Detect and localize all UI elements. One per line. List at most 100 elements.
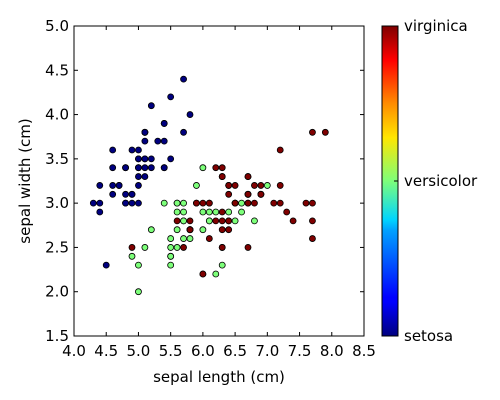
data-point (135, 182, 142, 189)
data-point (109, 164, 117, 172)
data-point (141, 137, 149, 145)
data-point (135, 288, 142, 296)
x-tick-label: 6.0 (191, 342, 215, 360)
data-point (167, 244, 175, 251)
data-point (212, 208, 220, 216)
data-point (276, 199, 284, 207)
data-point (321, 128, 329, 136)
data-point (147, 102, 155, 110)
data-point (309, 235, 316, 242)
data-point (251, 217, 258, 225)
data-point (186, 235, 194, 242)
data-point (147, 155, 155, 163)
data-point (193, 199, 200, 207)
data-point (199, 208, 207, 216)
data-point (238, 199, 245, 207)
colorbar-label-virginica: virginica (404, 17, 468, 35)
data-point (205, 208, 213, 216)
x-tick-label: 8.0 (320, 342, 344, 360)
x-tick-label: 5.0 (127, 342, 151, 360)
data-point (96, 199, 104, 207)
data-point (109, 190, 117, 198)
data-point (212, 217, 220, 225)
x-tick-label: 6.5 (223, 342, 247, 360)
data-point (244, 190, 252, 198)
data-point (199, 164, 207, 172)
data-point (212, 164, 220, 172)
colorbar-label-setosa: setosa (404, 327, 453, 345)
data-point (251, 199, 258, 207)
y-axis: 1.5 2.0 2.5 3.0 3.5 4.0 4.5 5.0 (45, 17, 364, 345)
data-point (141, 173, 149, 180)
data-point (122, 164, 129, 172)
data-point (102, 261, 110, 269)
data-point (205, 235, 213, 242)
y-tick-label: 2.0 (45, 283, 69, 301)
data-point (135, 155, 142, 163)
data-point (128, 252, 136, 260)
data-point (218, 217, 226, 225)
x-tick-label: 7.5 (288, 342, 312, 360)
data-point (231, 182, 239, 189)
data-point (218, 164, 226, 172)
data-point (180, 128, 187, 136)
plot-area (74, 26, 364, 336)
data-point (167, 155, 175, 163)
data-point (135, 146, 142, 154)
data-point (225, 226, 233, 234)
data-point (122, 199, 129, 207)
x-tick-label: 5.5 (159, 342, 183, 360)
data-point (193, 182, 200, 189)
y-tick-label: 5.0 (45, 17, 69, 35)
data-point (141, 164, 149, 172)
data-point (173, 199, 181, 207)
data-point (109, 182, 117, 189)
points-layer (89, 75, 329, 296)
data-point (160, 137, 168, 145)
data-point (199, 270, 207, 278)
data-point (257, 190, 265, 198)
data-point (205, 217, 213, 225)
data-point (128, 146, 136, 154)
data-point (276, 146, 284, 154)
data-point (115, 182, 123, 189)
data-point (225, 182, 233, 189)
data-point (160, 120, 168, 127)
data-point (283, 208, 291, 216)
x-tick-label: 7.0 (255, 342, 279, 360)
data-point (96, 182, 104, 189)
data-point (180, 75, 187, 83)
data-point (89, 199, 97, 207)
x-tick-label: 8.5 (352, 342, 376, 360)
data-point (180, 208, 187, 216)
data-point (173, 208, 181, 216)
data-point (128, 199, 136, 207)
data-point (186, 217, 194, 225)
data-point (244, 244, 252, 251)
colorbar-labels: setosa versicolor virginica (394, 17, 478, 345)
data-point (173, 217, 181, 225)
data-point (167, 261, 175, 269)
data-point (154, 137, 162, 145)
data-point (251, 182, 258, 189)
data-point (109, 146, 117, 154)
data-point (180, 244, 187, 251)
y-tick-label: 3.5 (45, 150, 69, 168)
data-point (128, 244, 136, 251)
y-axis-label: sepal width (cm) (16, 118, 34, 243)
data-point (135, 164, 142, 172)
data-point (141, 155, 149, 163)
x-tick-label: 4.0 (62, 342, 86, 360)
data-point (173, 226, 181, 234)
data-point (141, 244, 149, 251)
data-point (218, 244, 226, 251)
data-point (141, 128, 149, 136)
y-tick-label: 3.0 (45, 194, 69, 212)
plot-frame (73, 25, 365, 337)
data-point (244, 199, 252, 207)
data-point (135, 261, 142, 269)
data-point (199, 226, 207, 234)
data-point (302, 199, 310, 207)
data-point (147, 164, 155, 172)
